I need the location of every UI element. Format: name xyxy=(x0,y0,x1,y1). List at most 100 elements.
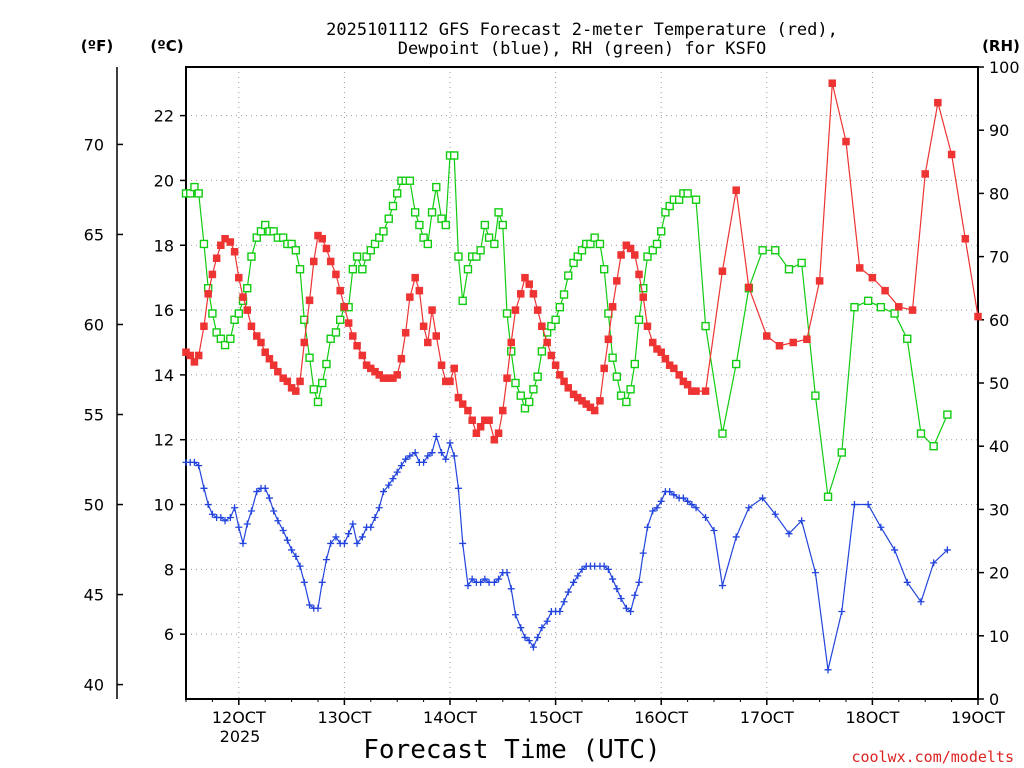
dewpoint-point xyxy=(517,624,525,632)
rh-point xyxy=(916,429,926,438)
dewpoint-point xyxy=(477,578,485,586)
dewpoint-point xyxy=(627,607,635,615)
dewpoint-point xyxy=(511,611,519,619)
temperature-point xyxy=(424,338,432,347)
temperature-point xyxy=(507,338,515,347)
rh-point xyxy=(555,302,565,312)
rh-point xyxy=(366,246,375,255)
rh-point xyxy=(234,309,244,318)
rh-tick-label: 90 xyxy=(989,121,1009,140)
temperature-point xyxy=(428,306,436,314)
fahrenheit-unit-label: (ºF) xyxy=(81,37,113,55)
rh-point xyxy=(454,252,463,261)
temperature-point xyxy=(296,377,304,386)
dewpoint-point xyxy=(503,569,511,577)
rh-point xyxy=(194,189,203,198)
axes: 12OCT 13OCT 14OCT 15OCT 16OCT 17OCT 18OCT 19OCT… xyxy=(84,58,1020,727)
temperature-point xyxy=(503,374,511,382)
rh-point xyxy=(199,239,209,249)
dewpoint-point xyxy=(534,633,542,641)
rh-point xyxy=(335,315,345,324)
temperature-point xyxy=(701,387,710,395)
temperature-point xyxy=(560,377,568,386)
dewpoint-point xyxy=(649,507,657,515)
dewpoint-point xyxy=(402,455,410,463)
rh-point xyxy=(405,176,415,185)
dewpoint-point xyxy=(288,546,296,554)
temperature-point xyxy=(521,273,529,282)
rh-point xyxy=(480,220,490,230)
rh-point xyxy=(362,252,371,261)
temperature-point xyxy=(775,341,784,350)
temperature-point xyxy=(635,270,643,279)
temperature-point xyxy=(283,377,292,386)
rh-point xyxy=(876,302,886,312)
dewpoint-point xyxy=(718,582,726,590)
temperature-point xyxy=(868,273,877,282)
temperature-point xyxy=(490,435,499,444)
rh-point xyxy=(415,220,424,230)
dewpoint-point xyxy=(459,539,467,547)
rh-point xyxy=(529,385,538,394)
temperature-point xyxy=(828,79,837,87)
temperature-point xyxy=(763,332,771,340)
rh-point xyxy=(348,265,358,274)
rh-tick-label: 20 xyxy=(989,564,1009,583)
temperature-point xyxy=(340,303,349,311)
rh-point xyxy=(551,315,560,324)
rh-point xyxy=(247,252,256,261)
temperature-point xyxy=(921,170,929,178)
celsius-tick-label: 16 xyxy=(154,301,174,320)
temperature-point xyxy=(310,257,318,266)
dewpoint-point xyxy=(824,666,832,674)
temperature-point xyxy=(300,338,309,347)
dewpoint-point xyxy=(930,559,938,567)
temperature-point xyxy=(533,306,542,314)
rh-point xyxy=(484,233,494,242)
celsius-tick-label: 14 xyxy=(154,366,174,385)
rh-point xyxy=(226,334,235,343)
rh-point xyxy=(384,214,393,223)
dewpoint-point xyxy=(204,501,212,509)
x-tick-label: 12OCT xyxy=(212,708,266,727)
dewpoint-point xyxy=(771,510,779,518)
rh-tick-label: 0 xyxy=(989,690,999,709)
x-tick-label: 17OCT xyxy=(740,708,794,727)
temperature-point xyxy=(190,358,199,366)
x-tick-label: 18OCT xyxy=(845,708,899,727)
dewpoint-point xyxy=(432,432,440,440)
temperature-point xyxy=(732,186,740,194)
dewpoint-point xyxy=(217,514,225,522)
rh-point xyxy=(758,246,767,255)
dewpoint-point xyxy=(406,452,414,460)
dewpoint-point xyxy=(446,439,454,447)
dewpoint-point xyxy=(495,575,503,583)
credit-link[interactable]: coolwx.com/modelts xyxy=(851,748,1014,766)
temperature-point xyxy=(551,361,560,369)
dewpoint-point xyxy=(442,455,450,463)
dewpoint-point xyxy=(521,633,529,641)
temperature-point xyxy=(336,286,344,295)
temperature-point xyxy=(226,238,235,246)
rh-point xyxy=(379,227,388,236)
temperature-point xyxy=(855,264,864,272)
rh-point xyxy=(507,347,516,356)
rh-point xyxy=(287,239,296,249)
temperature-point xyxy=(718,267,727,275)
dewpoint-point xyxy=(450,452,458,460)
x-tick-label: 15OCT xyxy=(529,708,583,727)
dewpoint-point xyxy=(877,523,885,531)
dewpoint-point xyxy=(468,575,476,583)
temperature-point xyxy=(517,290,525,298)
dewpoint-point xyxy=(314,604,322,612)
temperature-point xyxy=(468,416,476,425)
rh-point xyxy=(608,353,617,362)
rh-point xyxy=(929,442,938,451)
dewpoint-point xyxy=(190,458,198,466)
dewpoint-point xyxy=(613,585,621,593)
temperature-point xyxy=(675,371,683,379)
rh-point xyxy=(771,246,780,255)
temperature-point xyxy=(261,348,269,356)
rh-point xyxy=(577,246,587,255)
dewpoint-point xyxy=(507,585,515,593)
